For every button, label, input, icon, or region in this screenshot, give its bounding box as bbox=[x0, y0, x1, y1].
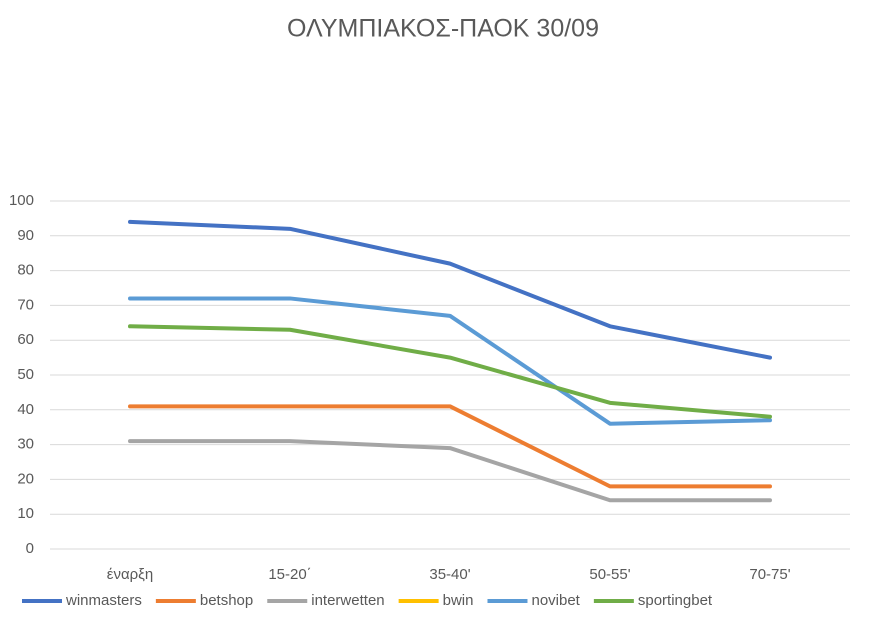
series-line bbox=[128, 296, 772, 426]
y-tick-label: 10 bbox=[17, 505, 34, 522]
x-tick-label: 50-55' bbox=[589, 566, 630, 583]
y-tick-label: 70 bbox=[17, 296, 34, 313]
y-tick-label: 0 bbox=[26, 540, 34, 557]
x-tick-label: 70-75' bbox=[749, 566, 790, 583]
series-line bbox=[128, 219, 772, 360]
legend-label: interwetten bbox=[311, 592, 384, 609]
y-tick-label: 40 bbox=[17, 401, 34, 418]
series-line bbox=[128, 324, 772, 419]
y-tick-label: 60 bbox=[17, 331, 34, 348]
legend-label: winmasters bbox=[65, 592, 142, 609]
y-tick-label: 90 bbox=[17, 227, 34, 244]
series-line bbox=[128, 404, 772, 489]
y-tick-label: 100 bbox=[9, 192, 34, 209]
legend-label: novibet bbox=[531, 592, 580, 609]
y-tick-label: 80 bbox=[17, 262, 34, 279]
x-tick-label: 15-20΄ bbox=[268, 566, 311, 583]
x-tick-label: έναρξη bbox=[107, 566, 153, 583]
x-tick-label: 35-40' bbox=[429, 566, 470, 583]
chart-title: ΟΛΥΜΠΙΑΚΟΣ-ΠΑΟΚ 30/09 bbox=[287, 15, 599, 43]
legend-label: betshop bbox=[200, 592, 253, 609]
legend-label: bwin bbox=[443, 592, 474, 609]
y-tick-label: 30 bbox=[17, 436, 34, 453]
y-tick-label: 50 bbox=[17, 366, 34, 383]
legend-label: sportingbet bbox=[638, 592, 713, 609]
series-line bbox=[128, 439, 772, 503]
y-tick-label: 20 bbox=[17, 470, 34, 487]
